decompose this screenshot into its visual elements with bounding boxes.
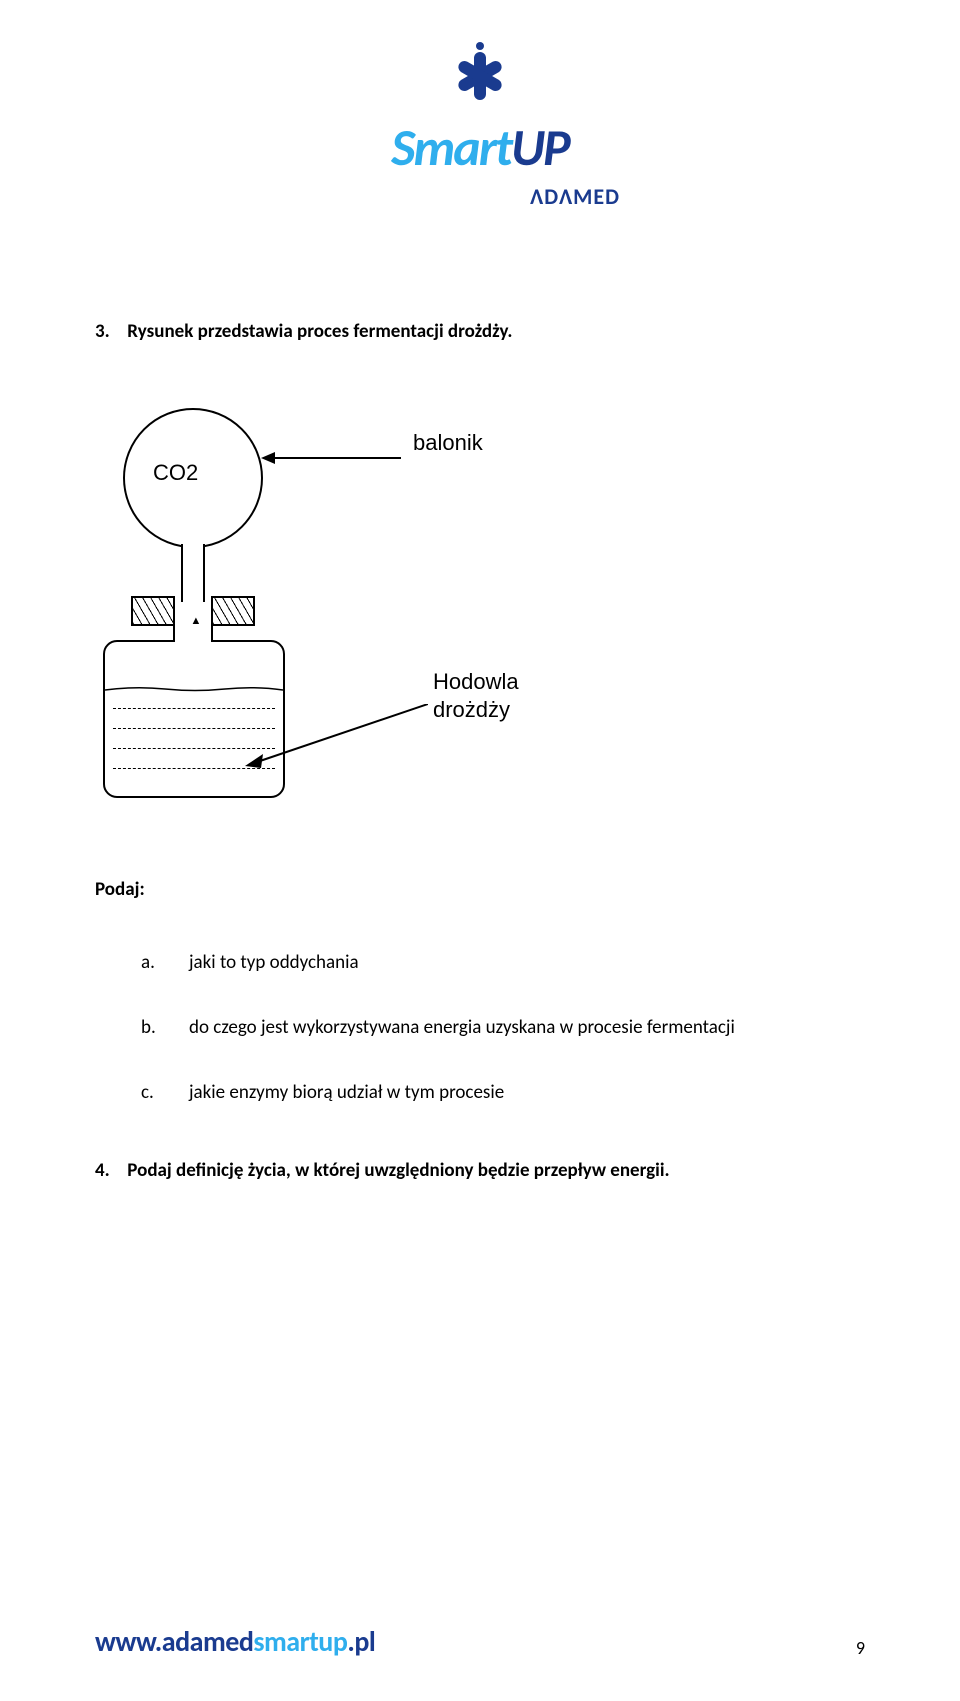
sub-item-c: c. jakie enzymy biorą udział w tym proce… [141, 1081, 865, 1104]
sub-letter-b: b. [141, 1016, 189, 1039]
question-3-number: 3. [95, 320, 123, 343]
page-number: 9 [856, 1637, 865, 1659]
jar-label: Hodowla drożdży [433, 668, 519, 723]
co2-label: CO2 [153, 460, 198, 486]
smartup-logo-text: SmartUP [320, 115, 640, 179]
jar-label-line1: Hodowla [433, 669, 519, 694]
hatch-pattern [213, 598, 253, 624]
sub-letter-c: c. [141, 1081, 189, 1104]
url-mid: smartup [253, 1624, 347, 1659]
url-suffix: .pl [347, 1624, 375, 1659]
content: 3. Rysunek przedstawia proces fermentacj… [95, 320, 865, 1182]
sub-text-c: jakie enzymy biorą udział w tym procesie [189, 1081, 504, 1104]
jar-neck [173, 624, 213, 642]
cork-right [211, 596, 255, 626]
jar-label-line2: drożdży [433, 697, 510, 722]
footer-url: www.adamedsmartup.pl [95, 1624, 375, 1659]
logo-block: SmartUP ΛDΛMED [320, 40, 640, 210]
sub-text-b: do czego jest wykorzystywana energia uzy… [189, 1016, 735, 1039]
sub-item-b: b. do czego jest wykorzystywana energia … [141, 1016, 865, 1039]
hatch-pattern [133, 598, 173, 624]
cork-left [131, 596, 175, 626]
podaj-label: Podaj: [95, 878, 865, 901]
adamed-row: ΛDΛMED [320, 183, 640, 210]
asterisk-icon [448, 40, 512, 109]
sub-list: a. jaki to typ oddychania b. do czego je… [141, 951, 865, 1104]
question-4: 4. Podaj definicję życia, w której uwzgl… [95, 1159, 865, 1182]
logo-adamed: ΛDΛMED [530, 183, 620, 210]
logo-up: UP [511, 115, 569, 179]
question-3: 3. Rysunek przedstawia proces fermentacj… [95, 320, 865, 343]
sub-letter-a: a. [141, 951, 189, 974]
question-4-number: 4. [95, 1159, 123, 1182]
logo-smart: Smart [391, 115, 511, 179]
arrow-jar-icon [243, 704, 428, 779]
url-bold: adamed [162, 1624, 254, 1659]
footer: www.adamedsmartup.pl 9 [95, 1624, 865, 1659]
sub-text-a: jaki to typ oddychania [189, 951, 359, 974]
balloon-label: balonik [413, 430, 483, 456]
liquid-surface [105, 678, 283, 684]
question-3-text: Rysunek przedstawia proces fermentacji d… [127, 320, 512, 343]
balloon-neck [181, 544, 205, 602]
page: SmartUP ΛDΛMED 3. Rysunek przedstawia pr… [0, 0, 960, 1701]
question-4-text: Podaj definicję życia, w której uwzględn… [127, 1159, 669, 1182]
fermentation-diagram: CO2 ▲ balonik [103, 408, 623, 818]
arrow-balloon-icon [261, 448, 401, 473]
url-prefix: www. [95, 1624, 162, 1659]
sub-item-a: a. jaki to typ oddychania [141, 951, 865, 974]
